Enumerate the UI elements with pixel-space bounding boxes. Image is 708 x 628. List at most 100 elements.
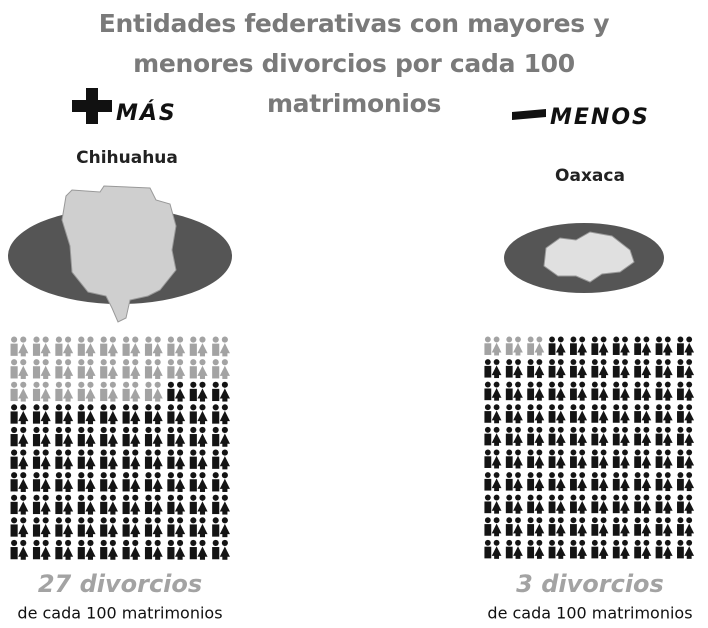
person-icon: [570, 472, 588, 492]
person-icon: [212, 494, 230, 515]
person-icon: [100, 426, 118, 447]
person-icon: [527, 449, 545, 469]
person-icon: [212, 449, 230, 470]
person-icon: [505, 404, 523, 424]
person-icon: [505, 336, 523, 356]
person-icon: [77, 381, 96, 402]
person-icon: [167, 336, 186, 357]
person-icon: [167, 472, 186, 492]
person-icon: [32, 336, 51, 357]
person-icon: [570, 381, 588, 401]
person-icon: [612, 426, 630, 446]
person-icon: [634, 449, 652, 469]
minus-icon: [512, 109, 546, 120]
person-icon: [10, 449, 29, 470]
person-icon: [212, 359, 230, 379]
person-icon: [32, 494, 51, 515]
person-icon: [591, 449, 609, 469]
person-icon: [144, 336, 163, 357]
person-icon: [189, 449, 208, 470]
person-icon: [55, 539, 74, 560]
person-icon: [212, 517, 230, 538]
person-icon: [32, 539, 51, 560]
person-icon: [77, 404, 96, 425]
person-icon: [591, 517, 609, 537]
person-icon: [189, 426, 208, 447]
person-icon: [55, 426, 74, 447]
person-icon: [548, 426, 566, 446]
person-icon: [32, 449, 51, 470]
person-icon: [189, 336, 208, 357]
person-icon: [55, 404, 74, 425]
person-icon: [677, 539, 695, 559]
person-icon: [591, 336, 609, 356]
person-icon: [505, 494, 523, 514]
person-icon: [32, 381, 51, 402]
person-icon: [527, 404, 545, 424]
person-icon: [77, 336, 96, 357]
person-icon: [10, 426, 29, 447]
person-icon: [10, 472, 29, 492]
person-icon: [612, 404, 630, 424]
person-icon: [612, 472, 630, 492]
person-icon: [144, 426, 163, 447]
person-icon: [548, 539, 566, 559]
person-icon: [189, 494, 208, 515]
person-icon: [527, 359, 545, 379]
person-icon: [144, 517, 163, 538]
person-icon: [100, 359, 118, 379]
person-icon: [677, 449, 695, 469]
person-icon: [548, 336, 566, 356]
person-icon: [144, 404, 163, 425]
person-icon: [591, 404, 609, 424]
person-icon: [484, 426, 502, 446]
person-icon: [677, 336, 695, 356]
person-icon: [634, 381, 652, 401]
person-icon: [212, 336, 230, 357]
person-icon: [144, 539, 163, 560]
person-icon: [144, 381, 163, 402]
person-icon: [527, 517, 545, 537]
person-icon: [77, 472, 96, 492]
person-icon: [55, 472, 74, 492]
person-icon: [100, 336, 118, 357]
person-icon: [10, 517, 29, 538]
plus-icon: [72, 88, 112, 124]
person-icon: [122, 449, 141, 470]
person-icon: [55, 494, 74, 515]
person-icon: [612, 539, 630, 559]
person-icon: [612, 381, 630, 401]
person-icon: [55, 381, 74, 402]
person-icon: [167, 539, 186, 560]
person-icon: [167, 494, 186, 515]
person-icon: [527, 539, 545, 559]
person-icon: [612, 517, 630, 537]
unit-label: de cada 100 matrimonios: [487, 604, 692, 623]
person-icon: [100, 494, 118, 515]
person-icon: [484, 472, 502, 492]
person-icon: [570, 449, 588, 469]
person-icon: [144, 494, 163, 515]
person-icon: [10, 539, 29, 560]
person-icon: [122, 404, 141, 425]
person-icon: [505, 426, 523, 446]
person-icon: [527, 381, 545, 401]
person-icon: [548, 449, 566, 469]
person-icon: [634, 539, 652, 559]
person-icon: [10, 359, 29, 379]
person-icon: [634, 517, 652, 537]
person-icon: [212, 539, 230, 560]
person-icon: [612, 494, 630, 514]
person-icon: [189, 472, 208, 492]
person-icon: [484, 517, 502, 537]
person-icon: [122, 472, 141, 492]
person-icon: [77, 359, 96, 379]
person-icon: [10, 404, 29, 425]
person-icon: [634, 336, 652, 356]
person-icon: [591, 472, 609, 492]
oaxaca-map: [543, 231, 635, 283]
person-icon: [10, 494, 29, 515]
person-icon: [570, 539, 588, 559]
person-icon: [122, 517, 141, 538]
